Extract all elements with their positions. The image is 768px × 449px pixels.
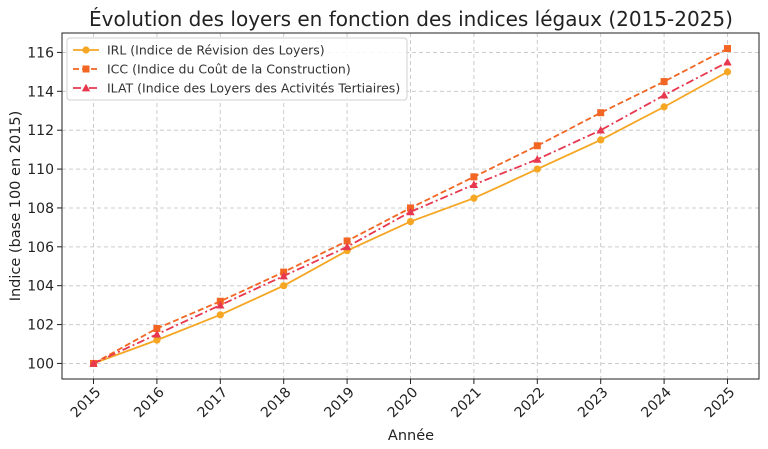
- series-line: [93, 61, 728, 365]
- legend-item: ILAT (Indice des Loyers des Activités Te…: [73, 81, 400, 96]
- y-axis-ticks: 100 102 104 106 108 110 112 114 116: [27, 45, 62, 372]
- data-point: [470, 194, 478, 202]
- y-tick-label: 114: [27, 84, 54, 100]
- data-point: [533, 155, 542, 163]
- x-tick-label: 2022: [512, 385, 549, 422]
- y-tick-label: 112: [27, 123, 54, 139]
- legend-swatch-marker: [82, 46, 90, 54]
- legend: IRL (Indice de Révision des Loyers) ICC (…: [66, 37, 408, 101]
- series-2: [89, 57, 732, 367]
- x-tick-label: 2019: [321, 385, 358, 422]
- data-point: [216, 311, 224, 319]
- data-point: [723, 57, 732, 66]
- x-tick-label: 2021: [448, 385, 485, 422]
- x-tick-label: 2015: [68, 385, 105, 422]
- data-point: [152, 330, 162, 338]
- data-point: [89, 359, 98, 367]
- x-tick-label: 2017: [195, 385, 232, 422]
- data-point: [660, 103, 668, 111]
- series-group: [89, 45, 732, 368]
- x-tick-label: 2023: [575, 385, 612, 422]
- data-point: [533, 165, 541, 173]
- data-point: [342, 242, 352, 251]
- x-axis-label: Année: [388, 428, 434, 444]
- x-tick-label: 2018: [258, 385, 295, 422]
- data-point: [660, 78, 668, 86]
- y-tick-label: 104: [27, 279, 54, 295]
- x-tick-label: 2024: [638, 384, 675, 421]
- x-tick-label: 2025: [702, 385, 739, 422]
- y-tick-label: 116: [27, 45, 54, 61]
- data-point: [533, 142, 541, 150]
- x-axis-ticks: 2015 2016 2017 2018 2019 2020 2021 2022 2023 2024…: [68, 379, 739, 422]
- data-point: [597, 109, 605, 117]
- data-point: [469, 180, 479, 188]
- data-point: [406, 207, 415, 216]
- data-point: [216, 300, 225, 309]
- data-point: [279, 271, 288, 280]
- data-point: [724, 45, 731, 53]
- legend-box: [66, 37, 408, 101]
- data-point: [280, 282, 288, 290]
- y-tick-label: 106: [27, 240, 54, 256]
- legend-label: ILAT (Indice des Loyers des Activités Te…: [107, 81, 400, 96]
- legend-item: ICC (Indice du Coût de la Construction): [73, 62, 351, 77]
- legend-swatch-marker: [82, 65, 90, 73]
- legend-swatch-marker: [81, 83, 91, 92]
- data-point: [596, 125, 605, 134]
- data-point: [470, 173, 478, 181]
- data-point: [153, 324, 161, 332]
- y-tick-label: 108: [27, 201, 54, 217]
- x-tick-label: 2016: [131, 384, 168, 421]
- data-point: [406, 217, 415, 226]
- data-point: [723, 68, 732, 76]
- y-tick-label: 102: [27, 318, 54, 334]
- x-tick-label: 2020: [385, 385, 422, 422]
- legend-label: IRL (Indice de Révision des Loyers): [107, 43, 325, 58]
- data-point: [343, 237, 351, 245]
- y-tick-label: 100: [27, 356, 54, 372]
- chart-title: Évolution des loyers en fonction des ind…: [89, 7, 733, 31]
- legend-item: IRL (Indice de Révision des Loyers): [73, 43, 325, 58]
- data-point: [597, 136, 605, 144]
- legend-label: ICC (Indice du Coût de la Construction): [107, 62, 351, 77]
- y-tick-label: 110: [27, 162, 54, 178]
- y-axis-label: Indice (base 100 en 2015): [8, 111, 24, 302]
- data-point: [153, 336, 161, 344]
- data-point: [659, 91, 669, 99]
